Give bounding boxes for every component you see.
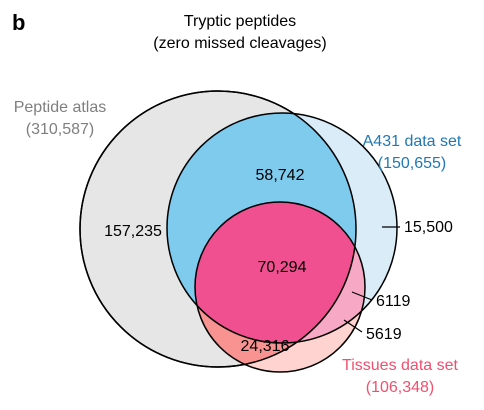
leader-tissues-only: [343, 319, 363, 333]
tissues-outline: [194, 201, 366, 373]
title-line-1: Tryptic peptides: [184, 13, 296, 30]
peptide-atlas-label: Peptide atlas: [14, 99, 107, 116]
region-all-three-count: 70,294: [258, 259, 307, 276]
region-atlas-a431-count: 58,742: [256, 167, 305, 184]
title-line-2: (zero missed cleavages): [153, 35, 326, 52]
region-a431-tissues-count: 6119: [376, 293, 411, 310]
leader-a431-tissues: [351, 291, 373, 301]
tissues-label: Tissues data set: [342, 357, 458, 374]
region-atlas-only-count: 157,235: [104, 223, 162, 240]
peptide-atlas-outline: [79, 90, 357, 368]
a431-label: A431 data set: [363, 133, 462, 150]
region-atlas-tissues-count: 24,316: [241, 338, 290, 355]
region-tissues-only-count: 5619: [366, 326, 402, 343]
a431-outline: [166, 112, 398, 344]
tissues-total: (106,348): [366, 379, 435, 396]
region-a431-only-count: 15,500: [404, 219, 453, 236]
peptide-atlas-total: (310,587): [26, 121, 95, 138]
a431-total: (150,655): [378, 155, 447, 172]
panel-label: b: [12, 10, 25, 35]
